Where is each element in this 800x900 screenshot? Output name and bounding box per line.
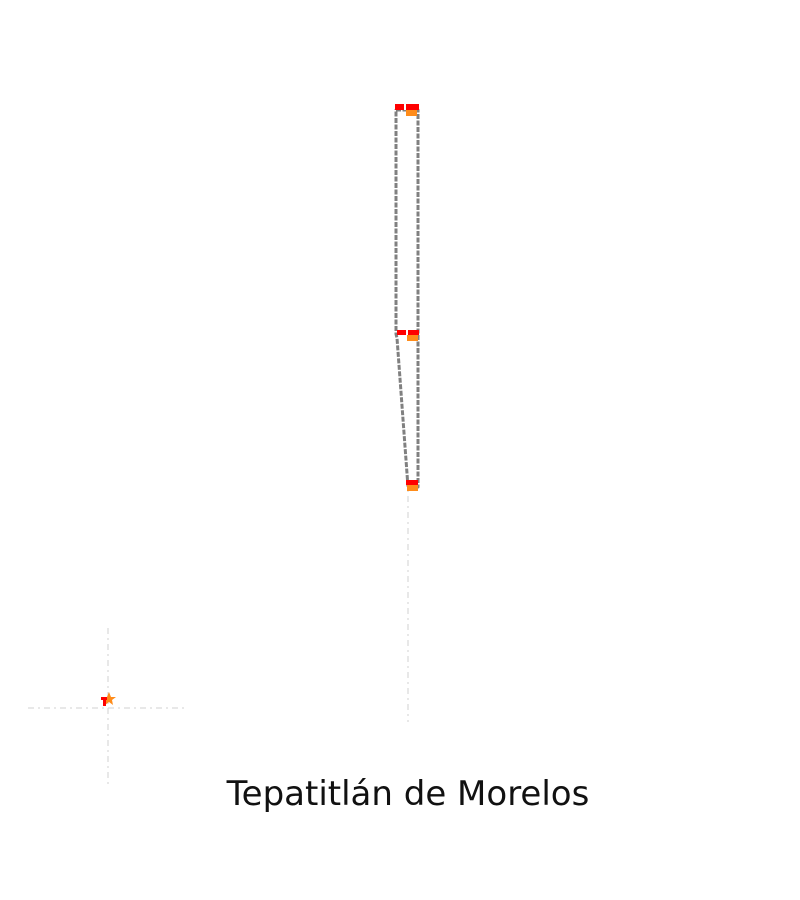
marker-middle[interactable] — [397, 330, 419, 341]
route-corridor[interactable] — [394, 108, 420, 489]
place-name-label: Tepatitlán de Morelos — [226, 774, 590, 814]
marker-south[interactable] — [406, 480, 418, 491]
guide-lines — [28, 112, 409, 788]
marker-north[interactable] — [395, 104, 419, 116]
star-icon — [102, 692, 116, 705]
marker-west[interactable] — [101, 692, 116, 706]
